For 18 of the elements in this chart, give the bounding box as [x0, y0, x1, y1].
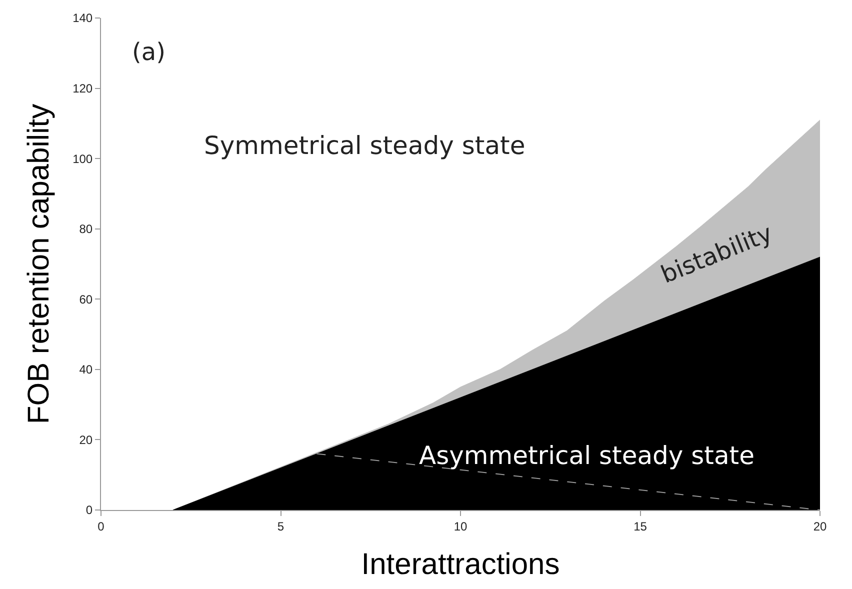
- y-tick-label: 120: [72, 81, 93, 96]
- y-axis-title: FOB retention capability: [22, 104, 56, 424]
- annotation: Symmetrical steady state: [204, 131, 526, 160]
- y-tick-label: 40: [79, 362, 93, 377]
- x-axis-title: Interattractions: [361, 548, 560, 581]
- y-tick-label: 100: [72, 152, 93, 166]
- annotation: (a): [132, 38, 166, 66]
- x-tick-label: 15: [634, 519, 648, 534]
- y-tick-label: 60: [79, 292, 93, 306]
- annotation: Asymmetrical steady state: [419, 441, 754, 470]
- y-tick-label: 0: [86, 503, 93, 518]
- x-tick-label: 5: [277, 519, 284, 534]
- x-tick-label: 20: [813, 519, 827, 534]
- x-tick-label: 0: [98, 519, 105, 534]
- y-tick-label: 80: [79, 222, 93, 236]
- x-tick-label: 10: [454, 519, 468, 534]
- y-tick-label: 140: [72, 11, 93, 26]
- y-tick-label: 20: [79, 432, 93, 447]
